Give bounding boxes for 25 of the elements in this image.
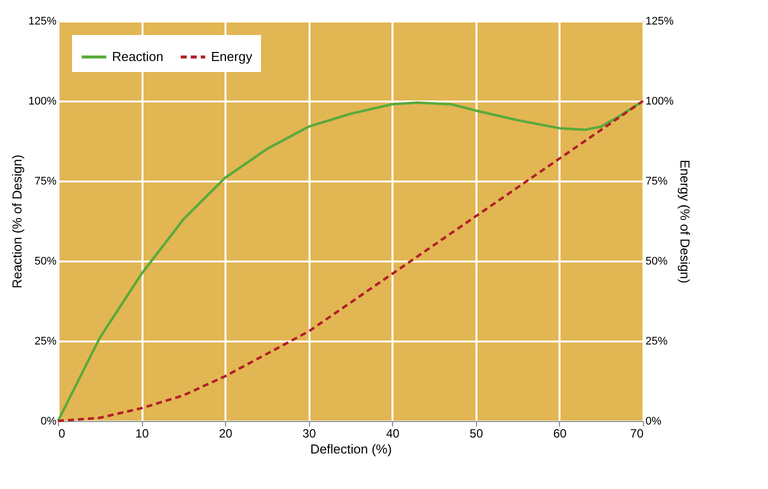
x-tick-label: 30 — [302, 426, 316, 440]
y2-axis-title: Energy (% of Design) — [678, 160, 693, 284]
x-tick-label: 60 — [553, 426, 567, 440]
x-tick-label: 20 — [218, 426, 233, 440]
y2-tick-label: 0% — [646, 416, 662, 428]
y-tick-label: 75% — [34, 176, 57, 188]
y-tick-label: 0% — [40, 416, 57, 428]
legend-label: Energy — [211, 49, 253, 64]
y2-tick-label: 75% — [646, 176, 668, 188]
y-tick-label: 100% — [28, 96, 57, 108]
x-tick-label: 0 — [58, 426, 66, 440]
x-tick-label: 50 — [470, 426, 484, 440]
y2-tick-label: 125% — [646, 16, 674, 28]
x-axis-title: Deflection (%) — [310, 442, 392, 456]
y-tick-label: 25% — [34, 336, 57, 348]
y-tick-label: 125% — [28, 16, 57, 28]
legend-label: Reaction — [112, 49, 164, 64]
y-axis-title: Reaction (% of Design) — [9, 154, 24, 288]
y2-tick-label: 100% — [646, 96, 674, 108]
y-tick-label: 50% — [34, 256, 57, 268]
y2-tick-label: 25% — [646, 336, 668, 348]
y2-tick-label: 50% — [646, 256, 668, 268]
x-tick-label: 40 — [386, 426, 400, 440]
x-tick-label: 70 — [630, 426, 644, 440]
x-tick-label: 10 — [135, 426, 150, 440]
